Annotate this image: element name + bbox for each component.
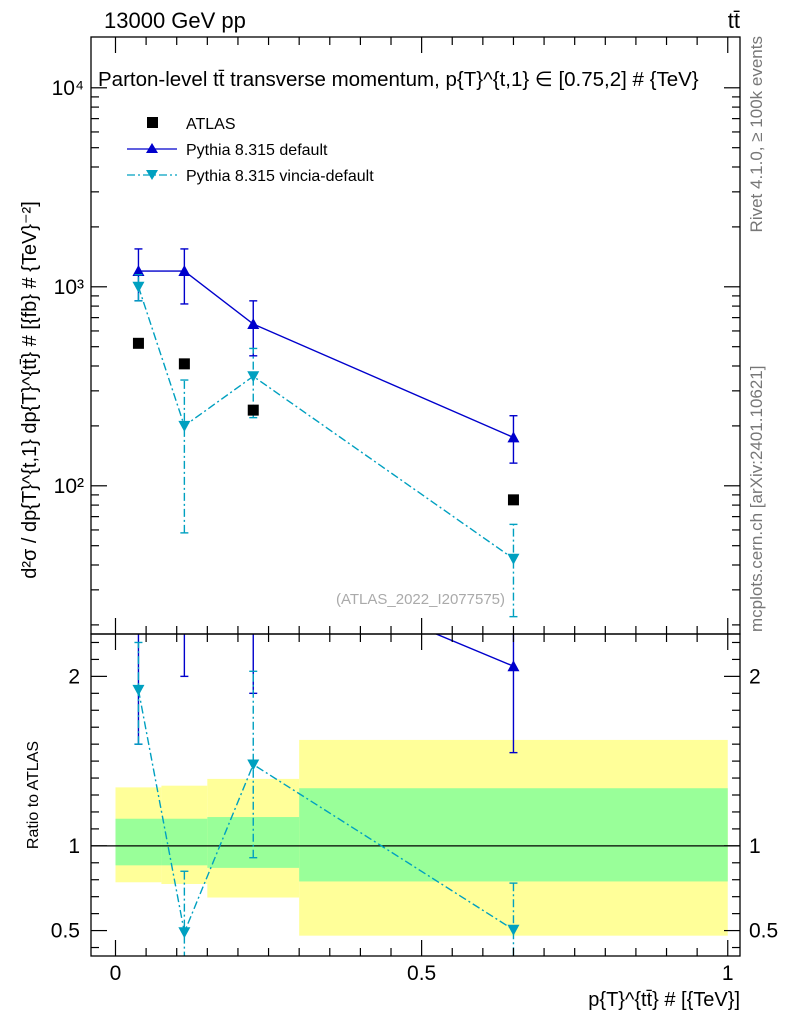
ratio-y-tick-label: 0.5 <box>51 920 80 943</box>
legend-marker-vincia <box>146 170 158 180</box>
data-point <box>507 494 519 506</box>
data-point <box>247 371 260 383</box>
ratio-y-tick-label-right: 1 <box>749 835 761 858</box>
data-point <box>507 660 520 672</box>
data-point <box>178 265 191 277</box>
x-tick-label: 1 <box>722 962 734 985</box>
y-tick-label: 10³ <box>54 276 84 299</box>
legend-label-vincia: Pythia 8.315 vincia-default <box>186 168 374 185</box>
x-tick-label: 0.5 <box>407 962 436 985</box>
data-point <box>507 431 520 443</box>
analysis-watermark: (ATLAS_2022_I2077575) <box>336 591 505 608</box>
series-line <box>137 286 514 560</box>
data-point <box>178 927 191 939</box>
y-tick-label: 10² <box>54 475 84 498</box>
data-point <box>132 620 144 631</box>
series-line <box>138 270 514 439</box>
ratio-y-tick-label: 2 <box>68 665 80 688</box>
main-plot-data <box>132 248 520 618</box>
data-point <box>507 924 520 936</box>
y-axis-label: d²σ / dp{T}^{t,1} dp{T}^{tt̄} # [{fb} # … <box>19 201 41 579</box>
legend-marker-default <box>146 143 158 153</box>
x-tick-label: 0 <box>110 962 122 985</box>
chart-title: Parton-level tt̄ transverse momentum, p{… <box>98 68 699 91</box>
data-point <box>178 358 190 370</box>
y-tick-label: 10⁴ <box>52 77 84 100</box>
axis-ticks <box>91 37 740 956</box>
rivet-label: Rivet 4.1.0, ≥ 100k events <box>747 36 766 232</box>
process-label: tt̄ <box>728 8 740 33</box>
data-point <box>247 404 259 416</box>
inner-uncertainty-band <box>115 818 162 866</box>
ratio-axis-label: Ratio to ATLAS <box>25 741 42 849</box>
legend-label-atlas: ATLAS <box>186 116 236 133</box>
data-point <box>507 553 520 565</box>
ratio-y-tick-label: 1 <box>68 835 80 858</box>
legend: ATLAS Pythia 8.315 default Pythia 8.315 … <box>127 116 374 185</box>
mcplots-label: mcplots.cern.ch [arXiv:2401.10621] <box>747 366 766 632</box>
inner-uncertainty-band <box>299 788 728 882</box>
inner-uncertainty-band <box>161 818 208 866</box>
series-line <box>137 689 514 935</box>
energy-label: 13000 GeV pp <box>104 8 246 33</box>
data-point <box>178 420 191 432</box>
data-point <box>247 759 260 771</box>
data-point <box>247 318 260 330</box>
data-point <box>132 684 145 696</box>
uncertainty-bands <box>115 739 728 936</box>
data-point <box>132 265 145 277</box>
ratio-plot-data <box>132 552 520 956</box>
data-point <box>132 337 144 349</box>
ratio-y-tick-label-right: 0.5 <box>749 920 778 943</box>
data-point <box>247 552 259 563</box>
ratio-y-tick-label-right: 2 <box>749 665 761 688</box>
x-axis-label: p{T}^{tt̄} # [{TeV}] <box>588 989 740 1011</box>
legend-marker-atlas <box>147 117 158 128</box>
data-point <box>132 281 145 293</box>
legend-label-default: Pythia 8.315 default <box>186 142 328 159</box>
